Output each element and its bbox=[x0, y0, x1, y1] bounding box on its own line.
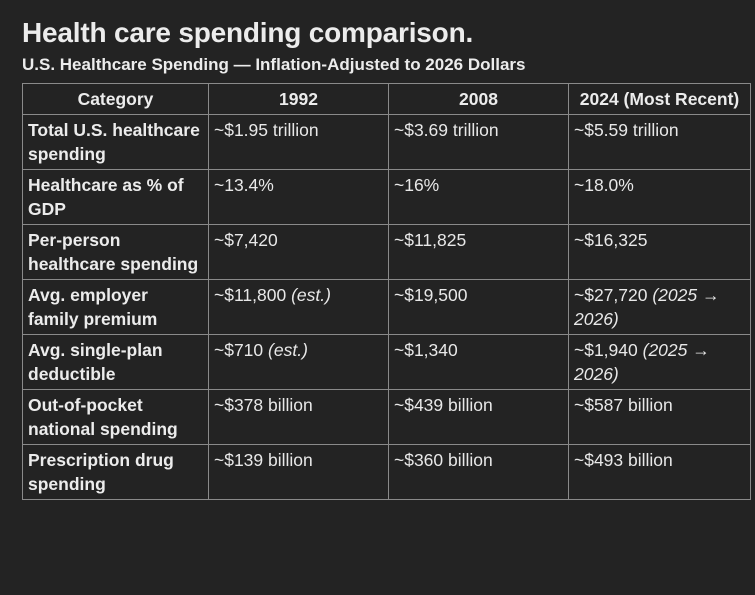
cell-value: ~$7,420 bbox=[214, 230, 278, 250]
cell-note: (est.) bbox=[291, 285, 331, 305]
table-cell: ~$19,500 bbox=[388, 279, 569, 335]
cell-value: ~$360 billion bbox=[394, 450, 493, 470]
row-category-label: Out-of-pocket national spending bbox=[22, 389, 209, 445]
table-header-row: Category 1992 2008 2024 (Most Recent) bbox=[22, 83, 751, 115]
cell-value: ~$139 billion bbox=[214, 450, 313, 470]
table-row: Avg. single-plan deductible ~$710 (est.) ~… bbox=[22, 334, 751, 390]
cell-value: ~$1,940 bbox=[574, 340, 638, 360]
table-cell: ~$1,340 bbox=[388, 334, 569, 390]
cell-value: ~$439 billion bbox=[394, 395, 493, 415]
table-cell: ~$1.95 trillion bbox=[208, 114, 389, 170]
cell-value: ~$11,800 bbox=[214, 285, 287, 305]
page-title: Health care spending comparison. bbox=[22, 17, 474, 48]
table-cell: ~$11,800 (est.) bbox=[208, 279, 389, 335]
table-cell: ~18.0% bbox=[568, 169, 751, 225]
cell-value: ~$710 bbox=[214, 340, 264, 360]
cell-value: ~$1,340 bbox=[394, 340, 458, 360]
table-cell: ~$3.69 trillion bbox=[388, 114, 569, 170]
table-cell: ~13.4% bbox=[208, 169, 389, 225]
table-cell: ~16% bbox=[388, 169, 569, 225]
table-row: Per-person healthcare spending ~$7,420 ~$1… bbox=[22, 224, 751, 280]
table-row: Healthcare as % of GDP ~13.4% ~16% ~18.0% bbox=[22, 169, 751, 225]
cell-value: ~18.0% bbox=[574, 175, 634, 195]
table-cell: ~$11,825 bbox=[388, 224, 569, 280]
cell-note: (2025 → 2026) bbox=[574, 340, 710, 384]
table-cell: ~$139 billion bbox=[208, 444, 389, 500]
cell-value: ~$3.69 trillion bbox=[394, 120, 499, 140]
column-header-1992: 1992 bbox=[208, 83, 389, 115]
column-header-2024: 2024 (Most Recent) bbox=[568, 83, 751, 115]
row-category-label: Healthcare as % of GDP bbox=[22, 169, 209, 225]
spending-table: Category 1992 2008 2024 (Most Recent) To… bbox=[22, 83, 751, 500]
column-header-2008: 2008 bbox=[388, 83, 569, 115]
table-cell: ~$16,325 bbox=[568, 224, 751, 280]
cell-value: ~$11,825 bbox=[394, 230, 467, 250]
page-subtitle: U.S. Healthcare Spending — Inflation-Adj… bbox=[22, 55, 526, 74]
cell-value: ~$5.59 trillion bbox=[574, 120, 679, 140]
table-cell: ~$710 (est.) bbox=[208, 334, 389, 390]
table-row: Avg. employer family premium ~$11,800 (es… bbox=[22, 279, 751, 335]
table-row: Prescription drug spending ~$139 billion ~… bbox=[22, 444, 751, 500]
table-row: Total U.S. healthcare spending ~$1.95 tri… bbox=[22, 114, 751, 170]
table-cell: ~$360 billion bbox=[388, 444, 569, 500]
table-row: Out-of-pocket national spending ~$378 bil… bbox=[22, 389, 751, 445]
cell-value: ~13.4% bbox=[214, 175, 274, 195]
cell-value: ~16% bbox=[394, 175, 440, 195]
row-category-label: Per-person healthcare spending bbox=[22, 224, 209, 280]
table-cell: ~$378 billion bbox=[208, 389, 389, 445]
cell-value: ~$587 billion bbox=[574, 395, 673, 415]
cell-value: ~$378 billion bbox=[214, 395, 313, 415]
row-category-label: Avg. single-plan deductible bbox=[22, 334, 209, 390]
row-category-label: Avg. employer family premium bbox=[22, 279, 209, 335]
cell-value: ~$16,325 bbox=[574, 230, 648, 250]
cell-value: ~$27,720 bbox=[574, 285, 648, 305]
row-category-label: Prescription drug spending bbox=[22, 444, 209, 500]
table-cell: ~$7,420 bbox=[208, 224, 389, 280]
table-cell: ~$587 billion bbox=[568, 389, 751, 445]
row-category-label: Total U.S. healthcare spending bbox=[22, 114, 209, 170]
cell-note: (est.) bbox=[268, 340, 308, 360]
cell-note: (2025 → 2026) bbox=[574, 285, 720, 329]
column-header-category: Category bbox=[22, 83, 209, 115]
table-cell: ~$493 billion bbox=[568, 444, 751, 500]
table-cell: ~$439 billion bbox=[388, 389, 569, 445]
cell-value: ~$493 billion bbox=[574, 450, 673, 470]
table-cell: ~$5.59 trillion bbox=[568, 114, 751, 170]
table-cell: ~$1,940 (2025 → 2026) bbox=[568, 334, 751, 390]
table-cell: ~$27,720 (2025 → 2026) bbox=[568, 279, 751, 335]
cell-value: ~$19,500 bbox=[394, 285, 468, 305]
cell-value: ~$1.95 trillion bbox=[214, 120, 319, 140]
